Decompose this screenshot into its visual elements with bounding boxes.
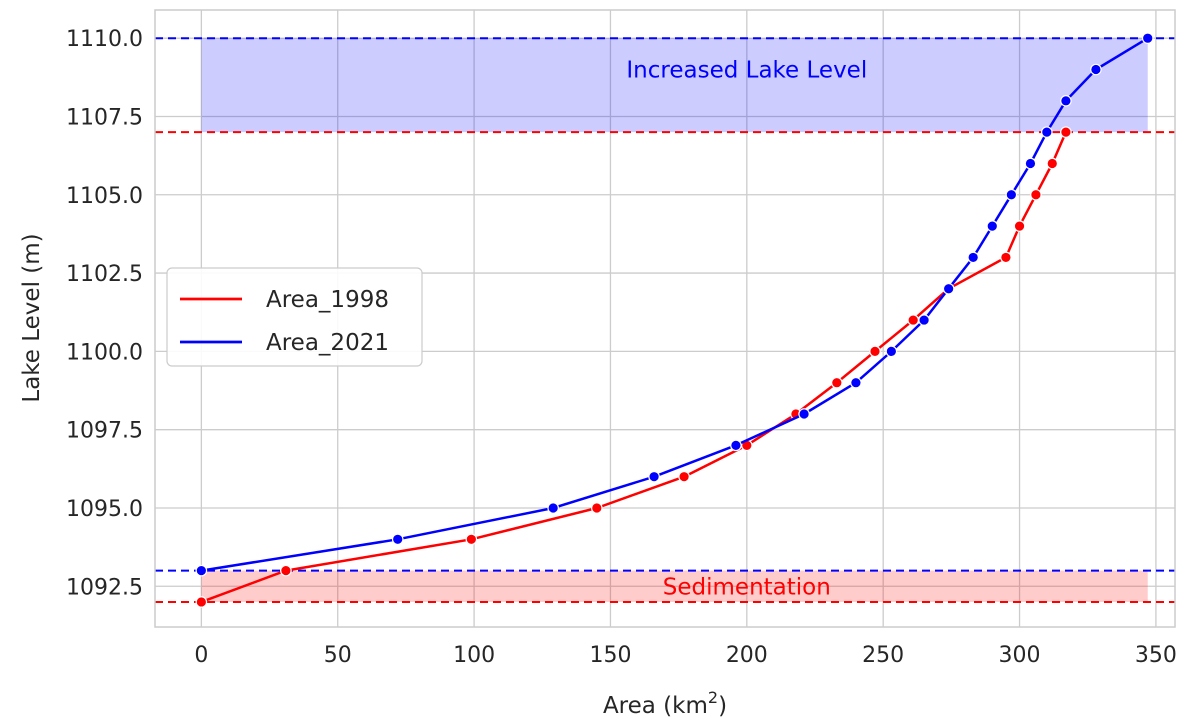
series-point (547, 502, 559, 514)
y-tick-labels: 1092.5 1095.0 1097.5 1100.0 1102.5 1105.0 1107… (66, 27, 143, 600)
band-label: Increased Lake Level (626, 58, 867, 84)
series-point (1060, 95, 1072, 107)
legend-label: Area_2021 (266, 330, 389, 356)
data-series (195, 32, 1154, 608)
annotation-band (201, 38, 1148, 133)
x-tick-label: 200 (726, 643, 768, 668)
y-tick-label: 1092.5 (66, 575, 143, 600)
x-tick-label: 250 (862, 643, 904, 668)
x-axis-label-superscript: 2 (708, 688, 718, 707)
series-point (1060, 126, 1072, 138)
x-tick-label: 300 (999, 643, 1041, 668)
series-point (1141, 32, 1154, 44)
series-point (831, 376, 843, 389)
x-tick-label: 150 (589, 643, 631, 668)
series-point (918, 314, 930, 326)
series-point (907, 314, 919, 326)
series-point (869, 345, 881, 358)
series-point (1024, 157, 1037, 170)
series-point (850, 376, 862, 389)
series-point (195, 564, 208, 577)
annotation-bands (201, 38, 1148, 602)
grid-lines (155, 10, 1175, 627)
x-tick-label: 50 (324, 643, 352, 668)
series-point (1013, 220, 1026, 232)
series-point (730, 439, 742, 452)
series-line (201, 37, 1149, 572)
series-point (1000, 251, 1012, 264)
series-point (967, 251, 979, 264)
series-point (798, 408, 810, 420)
x-tick-label: 100 (453, 643, 495, 668)
y-tick-label: 1097.5 (66, 419, 143, 444)
series-point (648, 470, 660, 483)
x-tick-label: 350 (1135, 643, 1177, 668)
series-point (1090, 63, 1102, 76)
y-tick-label: 1095.0 (66, 497, 143, 522)
series-point (678, 470, 690, 483)
series-point (1030, 188, 1042, 201)
series-point (391, 533, 404, 546)
x-tick-label: 0 (194, 643, 208, 668)
series-point (465, 533, 478, 546)
y-tick-label: 1110.0 (66, 27, 143, 52)
series-point (1046, 157, 1059, 170)
series-point (1041, 126, 1053, 138)
series-point (591, 502, 603, 514)
y-axis-label: Lake Level (m) (19, 233, 45, 402)
series-point (195, 596, 208, 608)
band-label: Sedimentation (663, 574, 831, 600)
x-tick-labels: 0 50 100 150 200 250 300 350 (194, 643, 1177, 668)
series-line (200, 131, 1068, 604)
annotation-band (201, 570, 1148, 602)
series-point (1005, 188, 1018, 201)
plot-frame (154, 9, 1176, 628)
series-point (885, 345, 898, 358)
series-point (280, 564, 292, 577)
legend-label: Area_1998 (266, 287, 389, 313)
x-axis-label: Area (km2) (603, 688, 727, 719)
band-labels: Increased Lake Level Sedimentation (626, 58, 867, 601)
y-tick-label: 1105.0 (66, 184, 143, 209)
series-point (942, 282, 955, 295)
legend: Area_1998 Area_2021 (166, 267, 423, 367)
y-tick-label: 1100.0 (66, 340, 143, 365)
series-point (986, 220, 999, 232)
y-tick-label: 1107.5 (66, 105, 143, 130)
reference-lines (155, 37, 1175, 603)
y-tick-label: 1102.5 (66, 262, 143, 287)
